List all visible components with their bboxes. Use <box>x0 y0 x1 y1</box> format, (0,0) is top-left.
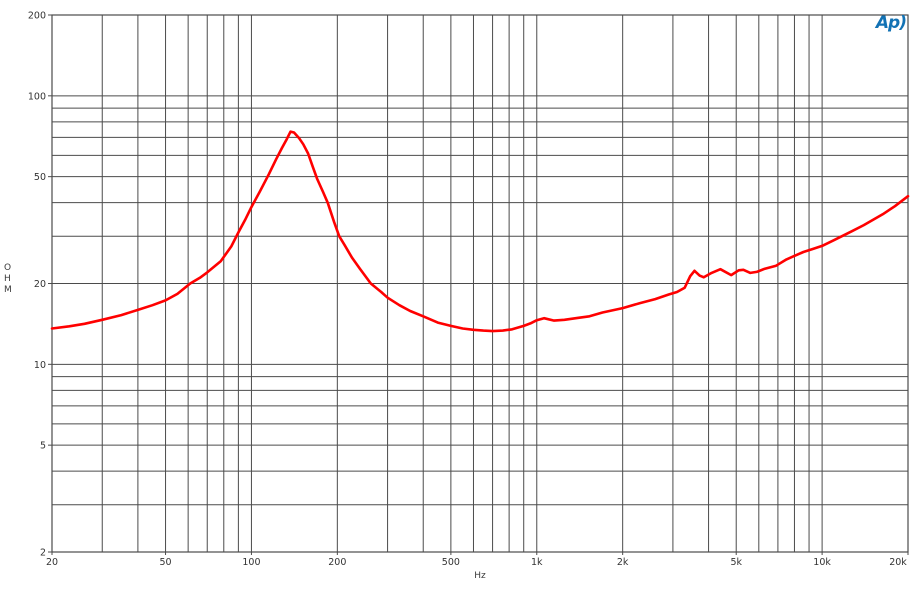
svg-text:100: 100 <box>28 91 46 102</box>
svg-text:10: 10 <box>34 360 46 371</box>
svg-text:10k: 10k <box>813 557 831 568</box>
svg-text:5: 5 <box>40 441 46 452</box>
svg-text:50: 50 <box>34 172 46 183</box>
x-tick-labels: 20 50 100 200 500 1k 2k 5k 10k 20k <box>46 557 907 568</box>
svg-text:200: 200 <box>328 557 346 568</box>
grid-lines <box>51 14 909 553</box>
svg-text:2k: 2k <box>617 557 629 568</box>
x-axis-label: Hz <box>474 571 486 581</box>
audio-precision-logo: Ap) <box>875 13 907 33</box>
svg-text:5k: 5k <box>730 557 742 568</box>
svg-text:500: 500 <box>442 557 460 568</box>
svg-text:1k: 1k <box>531 557 543 568</box>
svg-text:100: 100 <box>242 557 260 568</box>
y-tick-labels: 200 100 50 20 10 5 2 <box>28 11 46 559</box>
svg-text:200: 200 <box>28 11 46 22</box>
svg-text:20k: 20k <box>889 557 907 568</box>
axis-ticks <box>48 14 909 555</box>
svg-text:50: 50 <box>159 557 171 568</box>
svg-text:2: 2 <box>40 548 46 559</box>
impedance-curve <box>50 130 910 333</box>
svg-text:20: 20 <box>34 279 46 290</box>
y-axis-label: O H M <box>4 263 12 295</box>
svg-text:20: 20 <box>46 557 58 568</box>
